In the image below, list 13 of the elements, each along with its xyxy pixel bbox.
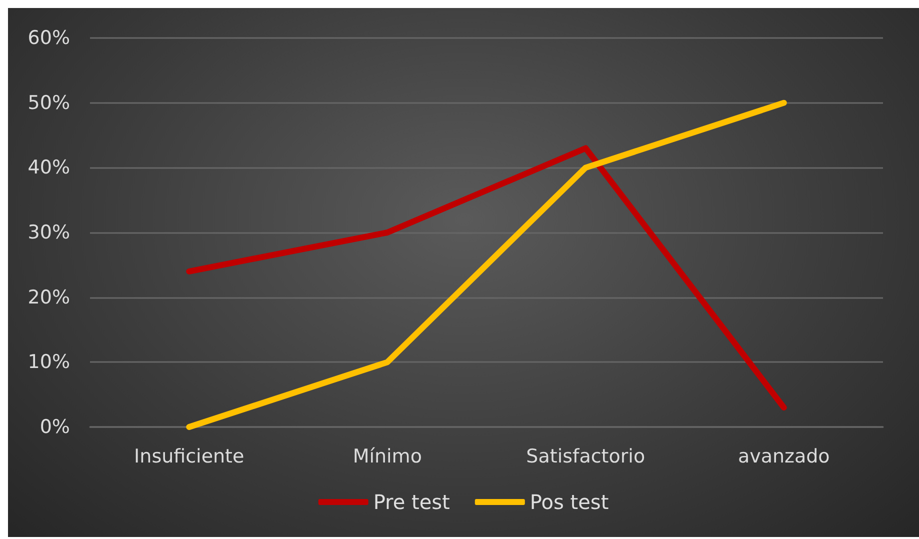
x-tick-label: Insuficiente [134,446,244,468]
y-tick-label: 40% [28,156,70,179]
x-tick-label: avanzado [738,446,830,468]
x-tick-label: Mínimo [352,446,422,468]
x-tick-label: Satisfactorio [526,446,646,468]
legend-label: Pos test [530,490,609,514]
y-tick-label: 20% [28,286,70,308]
y-tick-label: 50% [28,92,70,114]
y-tick-label: 10% [28,351,70,374]
y-tick-label: 60% [28,27,70,49]
y-tick-label: 30% [28,222,70,244]
y-tick-label: 0% [40,416,70,438]
legend-label: Pre test [373,490,450,514]
